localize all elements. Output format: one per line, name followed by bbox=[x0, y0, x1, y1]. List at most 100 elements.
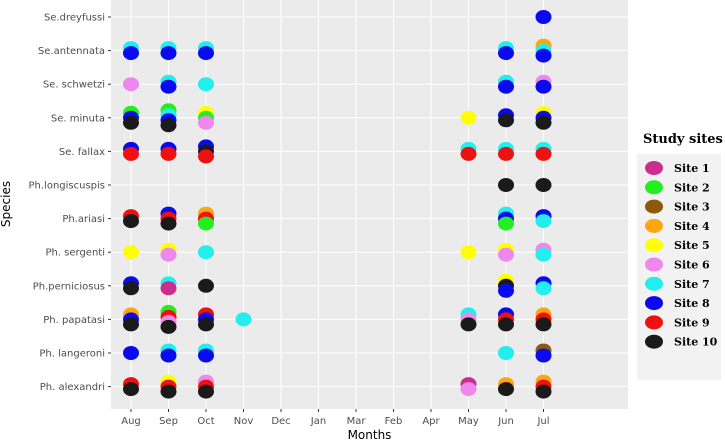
y-tick-label-ph-papatasi: Ph. papatasi bbox=[43, 315, 105, 326]
point-site-10-ph-ariasi-sep bbox=[160, 216, 177, 231]
point-site-7-ph-sergenti-jul bbox=[535, 247, 552, 262]
point-site-8-se-schwetzi-jul bbox=[535, 79, 552, 94]
legend-label-site-4: Site 4 bbox=[674, 220, 710, 233]
point-site-10-se-minuta-aug bbox=[123, 115, 139, 130]
point-site-10-ph-alexandri-jul bbox=[535, 384, 552, 399]
point-site-5-se-minuta-may bbox=[460, 110, 477, 125]
legend-label-site-1: Site 1 bbox=[674, 162, 710, 175]
y-tick-label-se-dreyfussi: Se.dreyfussi bbox=[44, 13, 105, 24]
point-site-10-ph-longiscuspis-jul bbox=[535, 178, 552, 192]
x-tick-label-apr: Apr bbox=[422, 416, 440, 427]
y-tick-label-se-antennata: Se.antennata bbox=[38, 46, 105, 57]
point-site-8-se-antennata-jun bbox=[498, 46, 514, 61]
point-site-8-ph-langeroni-sep bbox=[160, 348, 177, 363]
point-site-8-ph-langeroni-jul bbox=[535, 348, 552, 363]
legend-label-site-3: Site 3 bbox=[674, 201, 710, 214]
legend-key-site-9 bbox=[645, 315, 663, 330]
point-site-10-ph-papatasi-sep bbox=[160, 319, 177, 334]
point-site-2-ph-ariasi-jun bbox=[498, 216, 514, 231]
point-site-6-ph-sergenti-jun bbox=[498, 247, 514, 262]
point-site-7-ph-sergenti-oct bbox=[198, 245, 214, 260]
point-site-9-se-fallax-jul bbox=[535, 146, 552, 161]
legend-key-site-4 bbox=[645, 218, 663, 233]
point-site-8-se-antennata-sep bbox=[160, 46, 177, 61]
legend-title: Study sites bbox=[643, 132, 723, 147]
legend-label-site-8: Site 8 bbox=[674, 297, 710, 310]
point-site-8-se-antennata-oct bbox=[198, 46, 214, 61]
point-site-8-se-dreyfussi-jul bbox=[535, 10, 552, 24]
point-site-6-se-schwetzi-aug bbox=[123, 77, 139, 92]
legend-label-site-2: Site 2 bbox=[674, 181, 710, 194]
point-site-7-ph-perniciosus-jul bbox=[535, 281, 552, 296]
point-site-8-se-schwetzi-jun bbox=[498, 79, 514, 94]
x-tick-label-nov: Nov bbox=[234, 416, 254, 427]
legend-key-site-10 bbox=[645, 334, 663, 349]
legend-label-site-10: Site 10 bbox=[674, 336, 718, 349]
y-tick-label-se-fallax: Se. fallax bbox=[59, 147, 105, 158]
point-site-8-se-schwetzi-sep bbox=[160, 79, 177, 94]
point-site-10-se-minuta-jun bbox=[498, 113, 514, 128]
legend-key-site-5 bbox=[645, 238, 663, 253]
point-site-10-ph-alexandri-oct bbox=[198, 384, 214, 399]
point-site-10-ph-papatasi-aug bbox=[123, 317, 139, 332]
point-site-2-ph-ariasi-oct bbox=[198, 216, 214, 231]
point-site-7-ph-papatasi-nov bbox=[235, 312, 252, 327]
point-site-10-ph-alexandri-sep bbox=[160, 384, 177, 399]
x-tick-label-oct: Oct bbox=[197, 416, 214, 427]
legend-key-site-8 bbox=[645, 296, 663, 311]
point-site-6-ph-sergenti-sep bbox=[160, 247, 177, 262]
y-tick-label-ph-ariasi: Ph.ariasi bbox=[62, 214, 105, 225]
y-tick-label-ph-langeroni: Ph. langeroni bbox=[39, 349, 105, 360]
legend-key-site-3 bbox=[645, 199, 663, 214]
x-axis-title: Months bbox=[348, 428, 392, 441]
x-tick-label-dec: Dec bbox=[271, 416, 290, 427]
point-site-8-se-antennata-jul bbox=[535, 48, 552, 63]
point-site-8-ph-perniciosus-jun bbox=[498, 283, 514, 298]
point-site-10-ph-alexandri-jun bbox=[498, 382, 514, 397]
x-tick-label-mar: Mar bbox=[347, 416, 367, 427]
point-site-9-se-fallax-may bbox=[460, 146, 477, 161]
point-site-5-ph-sergenti-aug bbox=[123, 245, 139, 260]
point-site-8-se-antennata-aug bbox=[123, 46, 139, 61]
point-site-10-ph-ariasi-aug bbox=[123, 214, 139, 229]
point-site-7-ph-ariasi-jul bbox=[535, 214, 552, 229]
y-tick-label-ph-alexandri: Ph. alexandri bbox=[40, 382, 105, 393]
x-tick-label-jan: Jan bbox=[310, 416, 326, 427]
point-site-10-se-minuta-sep bbox=[160, 118, 177, 133]
point-site-9-se-fallax-sep bbox=[160, 146, 177, 161]
x-tick-label-sep: Sep bbox=[159, 416, 178, 427]
legend-label-site-6: Site 6 bbox=[674, 259, 710, 272]
x-axis-tick-labels: Aug Sep Oct Nov Dec Jan Mar Feb Apr May Jun Jul bbox=[121, 416, 549, 427]
point-site-10-ph-papatasi-may bbox=[460, 317, 477, 332]
legend-key-site-1 bbox=[645, 161, 663, 175]
x-tick-label-feb: Feb bbox=[385, 416, 403, 427]
legend-label-site-7: Site 7 bbox=[674, 278, 710, 291]
point-site-5-ph-sergenti-may bbox=[460, 245, 477, 260]
axis-ticks bbox=[108, 16, 544, 412]
point-site-1-ph-perniciosus-sep bbox=[160, 281, 177, 296]
point-site-10-ph-perniciosus-oct bbox=[198, 278, 214, 293]
point-site-10-ph-papatasi-oct bbox=[198, 317, 214, 332]
y-tick-label-ph-sergenti: Ph. sergenti bbox=[45, 248, 105, 259]
y-tick-label-se-schwetzi: Se. schwetzi bbox=[43, 80, 105, 91]
legend-key-site-7 bbox=[645, 276, 663, 291]
point-site-10-ph-papatasi-jul bbox=[535, 317, 552, 332]
y-axis-title: Species bbox=[0, 181, 13, 227]
legend-key-site-6 bbox=[645, 257, 663, 272]
plot-panel bbox=[111, 0, 628, 409]
point-site-10-se-minuta-jul bbox=[535, 115, 552, 130]
x-tick-label-may: May bbox=[458, 416, 479, 427]
y-tick-label-ph-longiscuspis: Ph.longiscuspis bbox=[29, 181, 106, 192]
point-site-10-ph-alexandri-aug bbox=[123, 382, 139, 397]
point-site-6-ph-alexandri-may bbox=[460, 382, 477, 397]
x-tick-label-jul: Jul bbox=[536, 416, 549, 427]
point-site-7-se-schwetzi-oct bbox=[198, 77, 214, 92]
x-tick-label-aug: Aug bbox=[121, 416, 141, 427]
point-site-9-se-fallax-jun bbox=[498, 146, 514, 161]
point-site-10-ph-longiscuspis-jun bbox=[498, 178, 514, 192]
legend-label-site-9: Site 9 bbox=[674, 316, 710, 329]
x-tick-label-jun: Jun bbox=[497, 416, 514, 427]
point-site-7-ph-langeroni-jun bbox=[498, 346, 514, 360]
point-site-8-ph-langeroni-oct bbox=[198, 348, 214, 363]
